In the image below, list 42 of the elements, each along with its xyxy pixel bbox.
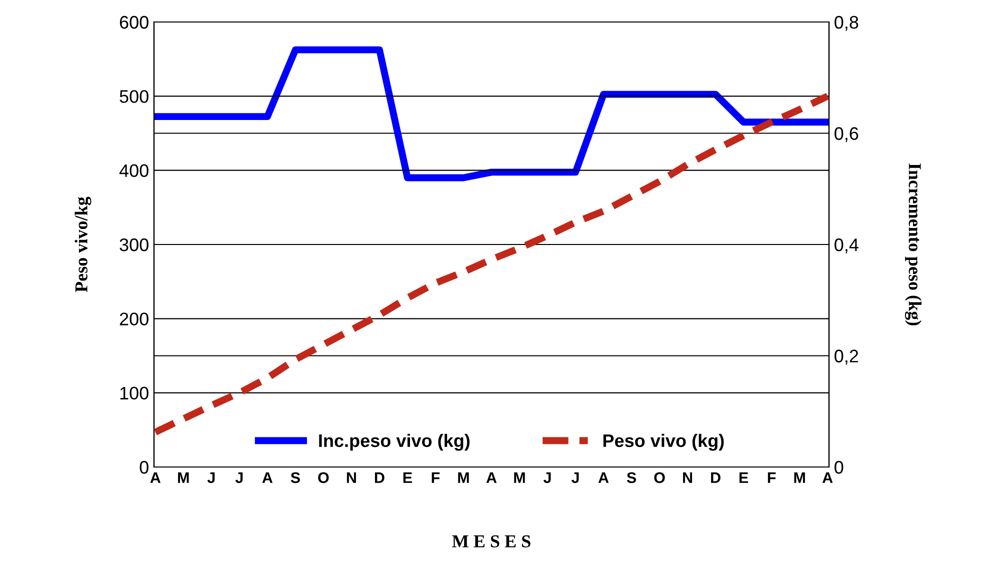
x-tick-label: E — [403, 472, 412, 483]
x-tick-label: M — [794, 472, 805, 483]
y-tick-label: 600 — [120, 16, 148, 29]
x-tick-label: F — [768, 472, 776, 483]
x-tick-label: M — [458, 472, 469, 483]
y2-tick-label: 0,2 — [834, 350, 858, 365]
x-tick-label: O — [318, 472, 329, 484]
x-tick-label: N — [346, 472, 356, 483]
x-axis-title: M E S E S — [452, 535, 530, 548]
y-axis-title: Peso vivo/kg — [74, 196, 92, 292]
x-tick-label: M — [178, 472, 189, 483]
x-tick-label: N — [683, 472, 692, 483]
legend-label: Inc.peso vivo (kg) — [319, 434, 470, 451]
x-tick-label: J — [207, 472, 215, 484]
x-tick-label: S — [290, 472, 300, 484]
x-tick-label: A — [262, 472, 273, 483]
x-tick-label: J — [544, 472, 551, 484]
x-tick-label: J — [572, 472, 579, 484]
y-tick-label: 100 — [120, 386, 148, 400]
y-tick-label: 0 — [140, 460, 148, 474]
y-tick-label: 300 — [120, 238, 148, 252]
y-tick-label: 200 — [120, 312, 148, 326]
y-tick-label: 400 — [119, 164, 148, 178]
y2-axis-title: Incremento peso (kg) — [904, 164, 922, 326]
x-tick-label: A — [822, 472, 833, 483]
y2-tick-label: 0,4 — [834, 238, 858, 254]
y-tick-label: 500 — [120, 90, 148, 103]
x-tick-label: J — [235, 472, 243, 484]
x-tick-label: D — [374, 472, 384, 483]
x-tick-label: A — [150, 472, 161, 483]
x-tick-label: E — [740, 472, 748, 483]
x-tick-label: S — [626, 472, 636, 484]
x-tick-label: D — [711, 472, 720, 483]
y2-tick-label: 0 — [834, 460, 844, 474]
y2-tick-label: 0,6 — [834, 127, 858, 142]
x-tick-label: F — [432, 472, 440, 483]
x-tick-label: A — [598, 472, 609, 483]
legend-label: Peso vivo (kg) — [603, 434, 724, 451]
x-tick-label: O — [654, 472, 665, 484]
x-tick-label: M — [514, 472, 525, 483]
x-tick-label: A — [486, 472, 497, 483]
y2-tick-label: 0,8 — [834, 16, 858, 31]
